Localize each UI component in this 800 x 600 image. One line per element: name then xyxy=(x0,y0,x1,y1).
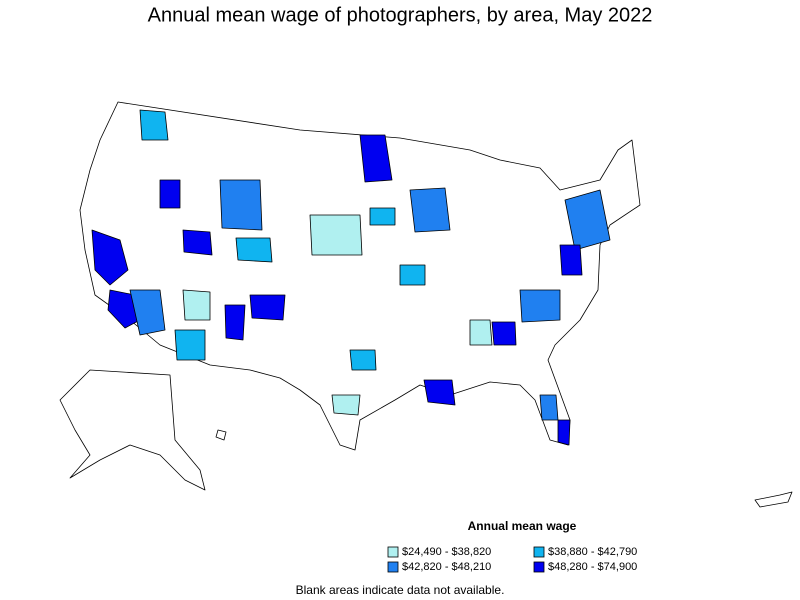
map-area xyxy=(423,379,456,406)
map-title: Annual mean wage of photographers, by ar… xyxy=(148,4,653,26)
legend-label: $38,880 - $42,790 xyxy=(548,546,637,558)
map-area xyxy=(159,179,181,209)
map-area xyxy=(182,289,211,321)
footnote: Blank areas indicate data not available. xyxy=(296,583,505,597)
legend-swatch xyxy=(533,546,545,558)
map-area xyxy=(557,419,571,446)
areas xyxy=(91,109,611,446)
map-area xyxy=(369,207,396,226)
map-area xyxy=(559,244,583,276)
map-area xyxy=(249,294,286,321)
legend-title: Annual mean wage xyxy=(468,519,577,533)
map-area xyxy=(469,319,493,346)
map-area xyxy=(491,321,517,346)
map-area xyxy=(224,304,246,341)
hawaii xyxy=(215,429,227,441)
map-area xyxy=(182,229,213,256)
map-area xyxy=(129,289,166,336)
map-area xyxy=(359,134,393,183)
map-area xyxy=(139,109,169,141)
legend-label: $24,490 - $38,820 xyxy=(402,546,491,558)
legend-swatch xyxy=(387,546,399,558)
legend-label: $42,820 - $48,210 xyxy=(402,561,491,573)
legend: $24,490 - $38,820 $38,880 - $42,790 $42,82… xyxy=(387,546,637,573)
map-area xyxy=(539,394,559,421)
map-area xyxy=(91,229,129,286)
map xyxy=(59,101,793,508)
legend-swatch xyxy=(533,561,545,573)
map-area xyxy=(331,394,361,416)
map-area xyxy=(349,349,377,371)
map-area xyxy=(174,329,206,361)
legend-swatch xyxy=(387,561,399,573)
map-area xyxy=(409,187,451,233)
map-area xyxy=(235,237,273,263)
map-area xyxy=(309,214,363,256)
map-area xyxy=(564,189,611,251)
legend-label: $48,280 - $74,900 xyxy=(548,561,637,573)
alaska xyxy=(59,369,206,491)
map-area xyxy=(219,179,263,231)
map-area xyxy=(399,264,426,286)
puerto-rico xyxy=(754,491,793,508)
map-area xyxy=(519,289,561,323)
